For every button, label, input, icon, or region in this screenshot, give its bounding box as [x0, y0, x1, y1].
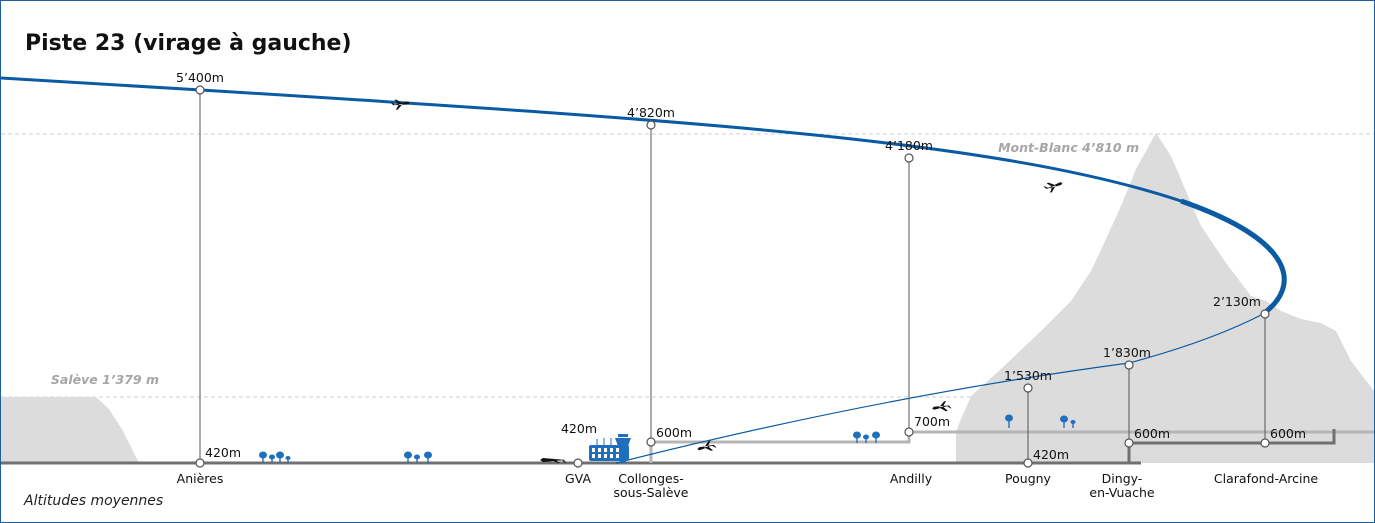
flight-altitude-label: 4’180m	[885, 138, 933, 153]
place-label-clarafond: Clarafond-Arcine	[1214, 471, 1318, 486]
flight-altitude-label: 5’400m	[176, 70, 224, 85]
place-label-anieres: Anières	[177, 471, 224, 486]
tree-icon	[853, 431, 861, 443]
place-label-dingy-line2: en-Vuache	[1089, 485, 1154, 500]
flight-path-climb	[615, 313, 1264, 464]
tree-icon	[863, 434, 869, 443]
tree-icon	[269, 454, 275, 463]
airplane-icon	[540, 458, 566, 463]
ground-altitude-label: 600m	[656, 425, 692, 440]
waypoint-marker	[646, 120, 656, 130]
flight-path-return	[1, 76, 1182, 203]
ground-altitude-label: 600m	[1134, 426, 1170, 441]
ground-altitude-label: 700m	[914, 414, 950, 429]
ground-marker	[1124, 438, 1134, 448]
tree-icon	[872, 431, 880, 443]
ground-profile-collonges	[649, 430, 1374, 463]
ground-altitude-label: 420m	[205, 445, 241, 460]
waypoint-marker	[1124, 360, 1134, 370]
airplane-icon	[1043, 182, 1063, 193]
place-label-collonges-line1: Collonges-	[618, 471, 684, 486]
place-label-gva: GVA	[565, 471, 591, 486]
airport-altitude-label: 420m	[561, 421, 597, 436]
tree-icon	[259, 451, 267, 463]
flight-altitude-label: 4’820m	[627, 105, 675, 120]
mont-blanc-mountain	[956, 133, 1374, 463]
flight-altitude-label: 2’130m	[1213, 294, 1261, 309]
place-label-andilly: Andilly	[890, 471, 933, 486]
tree-icon	[1005, 414, 1013, 428]
ground-marker	[1260, 438, 1270, 448]
waypoint-marker	[904, 153, 914, 163]
waypoint-marker	[1023, 383, 1033, 393]
ground-marker	[1023, 458, 1033, 468]
saleve-label: Salève 1’379 m	[51, 372, 159, 387]
flight-altitude-label: 1’530m	[1004, 368, 1052, 383]
mont-blanc-label: Mont-Blanc 4’810 m	[998, 140, 1139, 155]
waypoint-marker	[1260, 309, 1270, 319]
tree-icon	[424, 451, 432, 463]
tree-icon	[404, 451, 412, 463]
airplane-icon	[697, 440, 717, 451]
tree-icon	[276, 451, 284, 463]
ground-marker	[195, 458, 205, 468]
control-tower-icon	[615, 434, 631, 463]
saleve-mountain	[1, 397, 139, 463]
place-label-dingy-line1: Dingy-	[1102, 471, 1143, 486]
place-label-pougny: Pougny	[1005, 471, 1052, 486]
footnote: Altitudes moyennes	[23, 493, 163, 509]
ground-altitude-label: 420m	[1033, 447, 1069, 462]
diagram-title: Piste 23 (virage à gauche)	[25, 31, 352, 56]
tree-icon	[414, 454, 420, 463]
ground-marker	[646, 437, 656, 447]
ground-altitude-label: 600m	[1270, 426, 1306, 441]
airplane-icon	[932, 401, 952, 412]
ground-marker	[904, 427, 914, 437]
flight-altitude-label: 1’830m	[1103, 345, 1151, 360]
flight-path-turn	[1180, 198, 1287, 317]
tree-icon	[1070, 420, 1076, 428]
airplane-icon	[390, 99, 410, 110]
ground-profile-dingy	[1127, 429, 1336, 463]
place-label-collonges-line2: sous-Salève	[614, 485, 689, 500]
waypoint-marker	[195, 85, 205, 95]
tree-icon	[285, 456, 291, 463]
ground-marker	[573, 458, 583, 468]
tree-icon	[1060, 415, 1068, 428]
